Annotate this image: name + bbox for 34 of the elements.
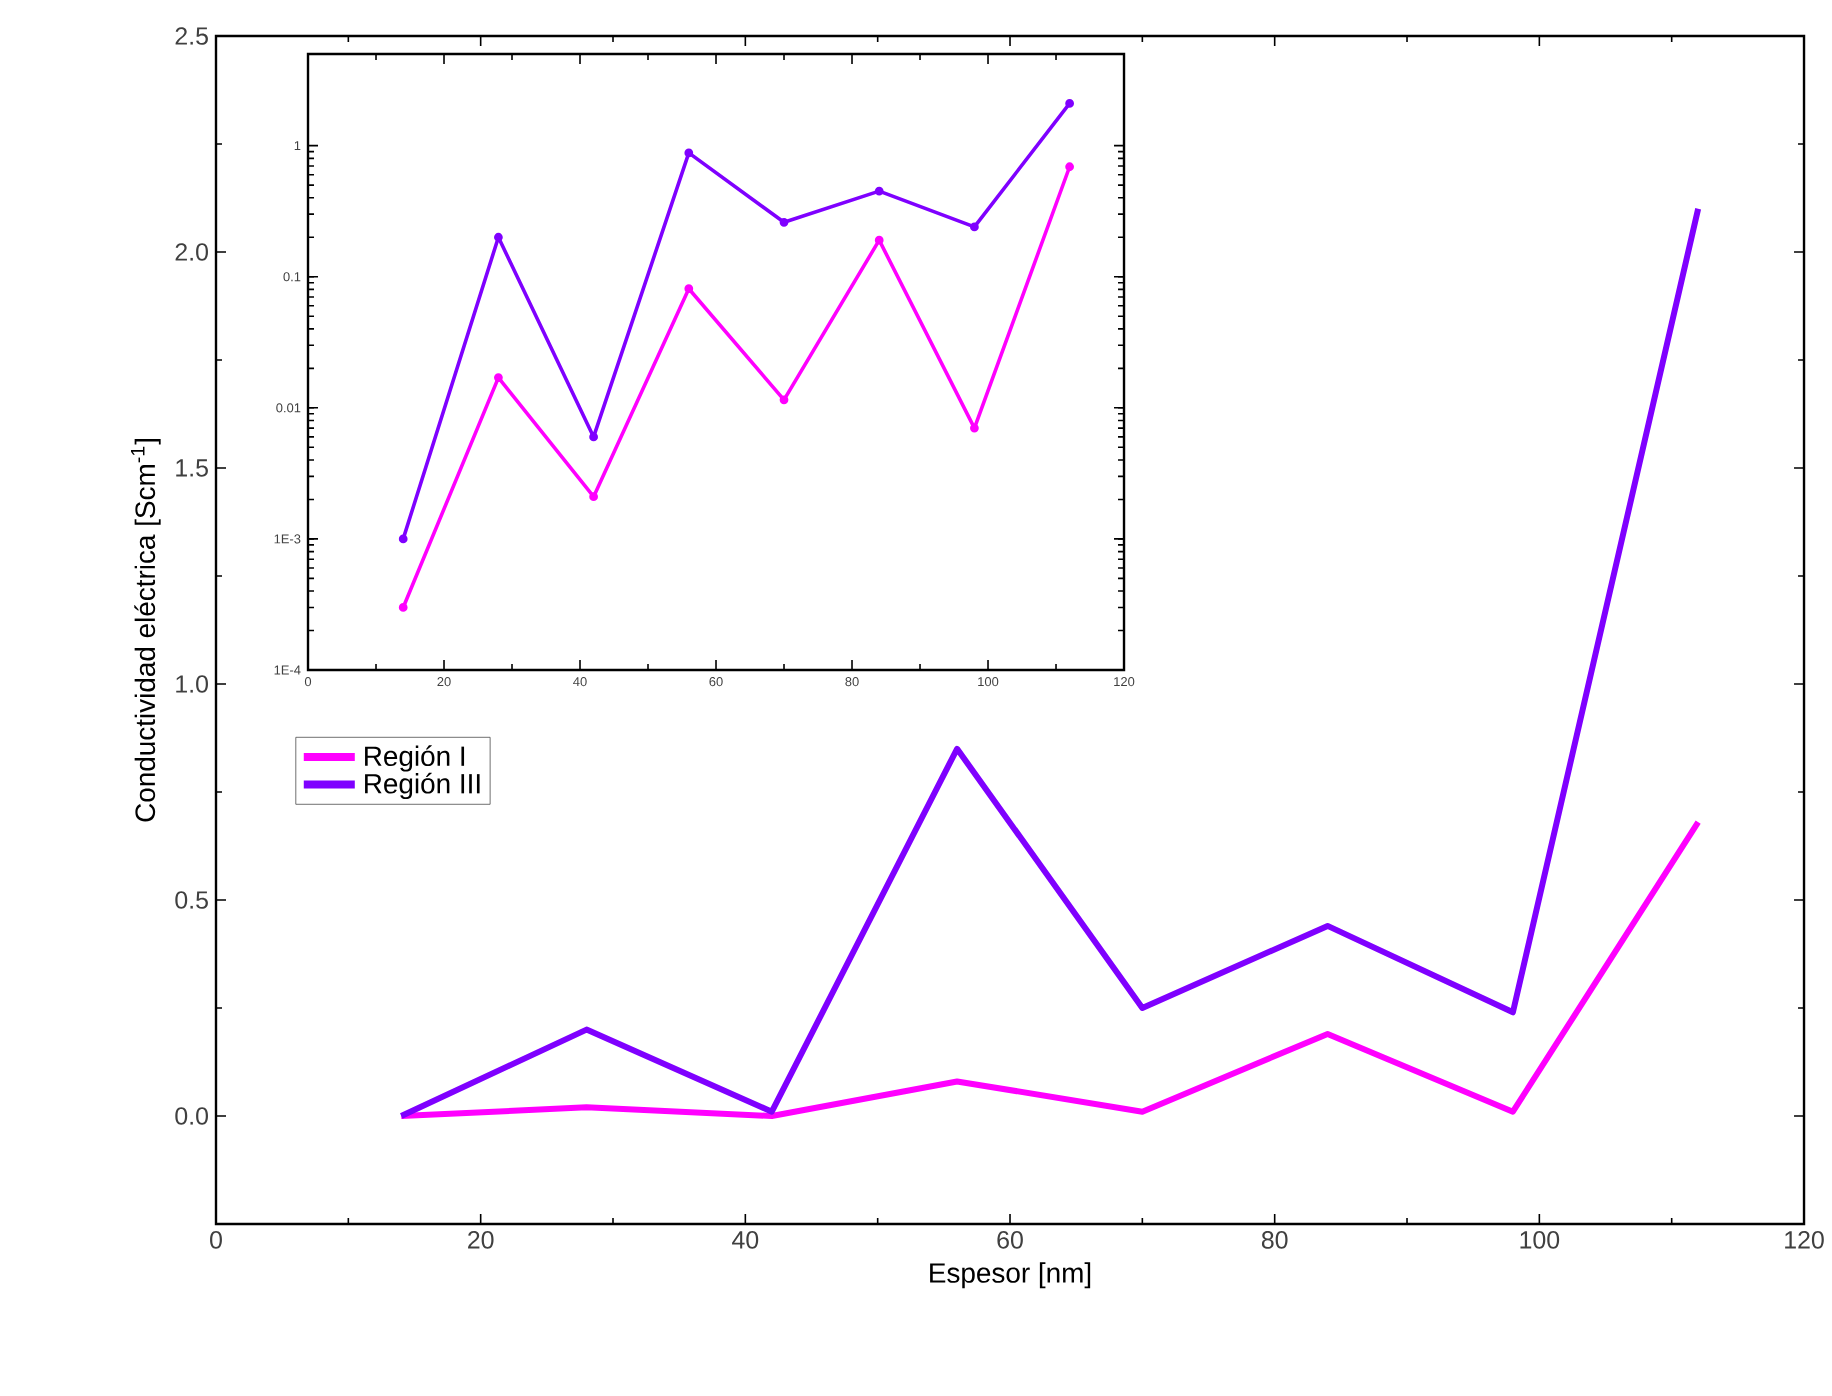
point [1065, 98, 1074, 108]
y-axis-title: Conductividad eléctrica [Scm$^{-1}$] [131, 439, 161, 822]
point [1065, 162, 1074, 172]
y-tick-label: 0.0 [175, 1107, 208, 1125]
point [589, 432, 598, 442]
x-tick-label: 40 [732, 1231, 759, 1249]
point [874, 235, 884, 245]
point [398, 534, 408, 544]
y-tick-label: 0.5 [175, 891, 208, 909]
x-tick-label: 80 [1261, 1231, 1288, 1249]
point [970, 423, 979, 433]
point [779, 217, 789, 227]
legend-label: Región III [365, 772, 480, 800]
x-tick-label: 0 [210, 1231, 222, 1249]
x-tick-label: 60 [997, 1231, 1023, 1249]
x-tick-label: 120 [1785, 1231, 1824, 1249]
point [684, 148, 694, 158]
y-tick-label: 1.5 [176, 459, 208, 477]
x-tick-label: 100 [1520, 1231, 1560, 1249]
point [970, 222, 979, 232]
point [398, 603, 408, 612]
x-tick-label: 20 [468, 1231, 494, 1249]
point [779, 395, 789, 405]
point [874, 186, 884, 196]
point [589, 492, 598, 502]
point [684, 284, 694, 294]
point [494, 232, 503, 242]
y-tick-label: 1.0 [176, 675, 208, 693]
point [494, 373, 503, 382]
line-series [398, 819, 1702, 1119]
y-tick-label: 2.0 [175, 243, 208, 261]
x-axis-title: Espesor [nm] [930, 1262, 1091, 1289]
y-tick-label: 2.5 [175, 27, 208, 45]
legend-label: Región I [365, 745, 465, 772]
